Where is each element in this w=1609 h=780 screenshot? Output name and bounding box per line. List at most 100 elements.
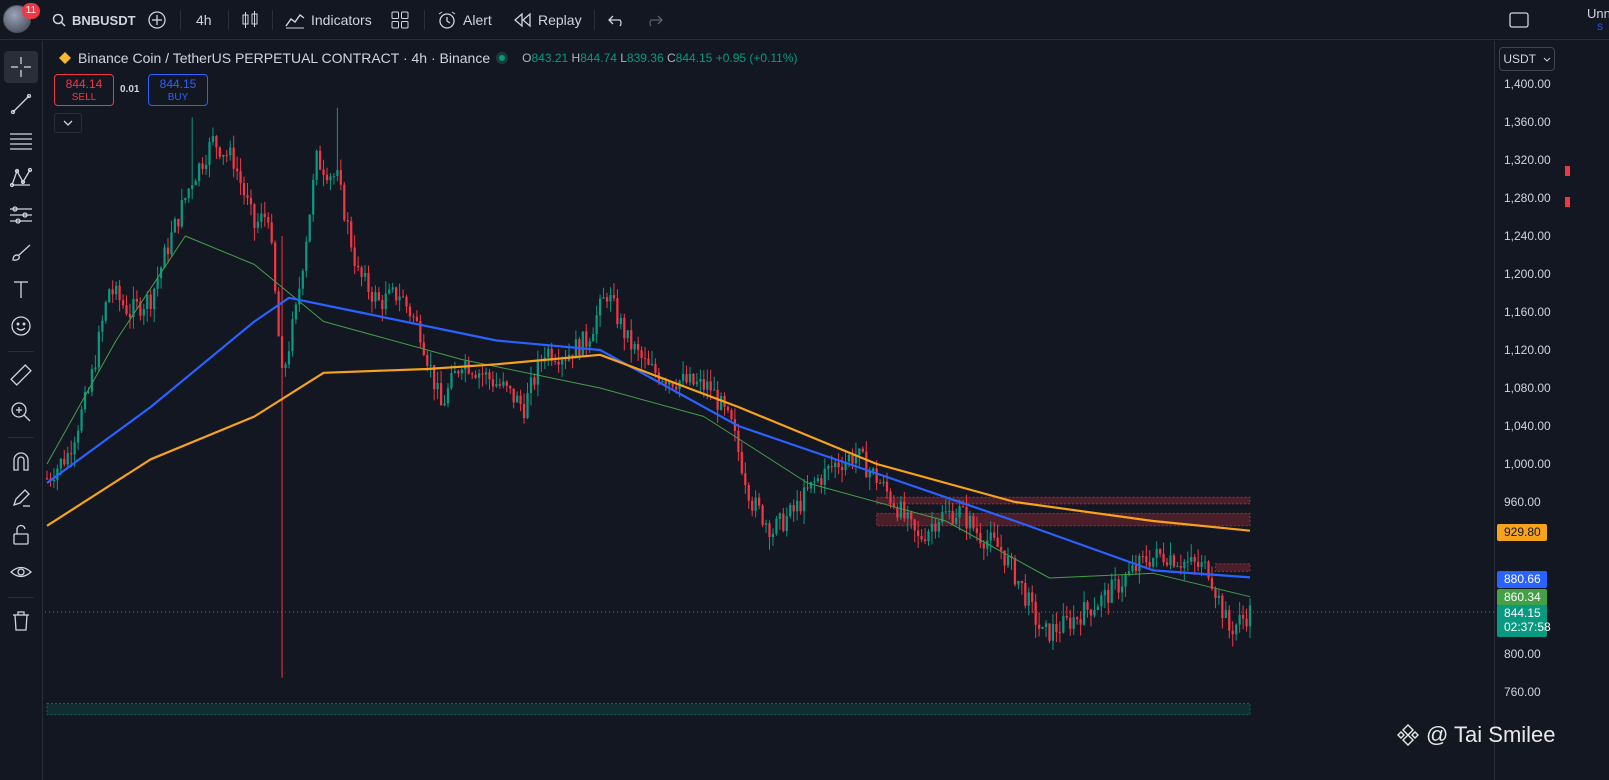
remove-drawings-tool[interactable] — [4, 605, 38, 637]
candle-body — [83, 391, 87, 410]
candle-body — [1131, 565, 1134, 572]
layouts-button[interactable] — [391, 0, 409, 40]
chart-type-button[interactable] — [241, 0, 259, 40]
candle-body — [747, 485, 750, 501]
pattern-tool[interactable] — [4, 162, 38, 194]
candle-body — [512, 388, 515, 403]
ma-mid-price-label: 880.66 — [1497, 571, 1547, 588]
emoji-tool[interactable] — [4, 310, 38, 342]
ruler-icon — [10, 364, 32, 386]
candle-body — [847, 454, 851, 462]
candle-body — [370, 291, 374, 302]
candle-body — [1062, 615, 1065, 633]
replay-button[interactable]: Replay — [514, 0, 582, 40]
candle-body — [844, 461, 847, 470]
candle-body — [1114, 579, 1117, 581]
candle-body — [726, 406, 730, 411]
candle-body — [1169, 555, 1172, 566]
candle-body — [73, 442, 76, 455]
candle-body — [851, 454, 854, 464]
compare-symbol-button[interactable] — [147, 0, 167, 40]
candle-body — [681, 373, 685, 381]
last-price-value: 844.15 — [1504, 606, 1541, 620]
candle-body — [97, 331, 100, 368]
candle-body — [878, 483, 882, 485]
candle-body — [1245, 618, 1248, 627]
candle-body — [135, 298, 139, 302]
candle-body — [66, 453, 69, 465]
bnb-logo-icon — [59, 52, 71, 64]
currency-select[interactable]: USDT — [1499, 47, 1555, 71]
candle-body — [360, 267, 363, 277]
alert-label: Alert — [463, 12, 492, 28]
undo-button[interactable] — [608, 0, 626, 40]
price-axis[interactable] — [1494, 41, 1556, 780]
trash-icon — [13, 611, 29, 631]
candle-body — [1210, 578, 1214, 590]
hide-drawings-tool[interactable] — [4, 556, 38, 588]
candle-body — [1089, 609, 1093, 616]
order-quantity[interactable]: 0.01 — [120, 84, 140, 95]
candle-body — [861, 448, 864, 452]
sell-button[interactable]: 844.14 SELL — [54, 74, 114, 106]
horizontal-lines-icon — [10, 133, 32, 150]
chart-pane[interactable] — [45, 41, 1494, 780]
candle-body — [263, 213, 266, 218]
candle-body — [1155, 549, 1158, 558]
text-tool[interactable] — [4, 273, 38, 305]
candle-body — [1127, 571, 1131, 576]
candle-body — [564, 359, 567, 361]
candle-body — [108, 289, 111, 303]
market-status-icon[interactable] — [496, 52, 509, 64]
candle-body — [588, 341, 591, 347]
brush-tool[interactable] — [4, 236, 38, 268]
candle-body — [1079, 619, 1082, 625]
candle-body — [484, 372, 488, 375]
indicators-button[interactable]: Indicators — [285, 0, 372, 40]
candle-body — [1235, 624, 1238, 635]
replay-label: Replay — [538, 12, 582, 28]
price-tick: 1,400.00 — [1504, 77, 1551, 91]
legend-title[interactable]: Binance Coin / TetherUS PERPETUAL CONTRA… — [78, 50, 491, 66]
candle-body — [63, 458, 66, 465]
magnet-tool[interactable] — [4, 445, 38, 477]
legend-collapse-button[interactable] — [54, 113, 82, 133]
alert-button[interactable]: Alert — [437, 0, 492, 40]
layout-name[interactable]: Unna — [1587, 6, 1609, 21]
candle-body — [875, 468, 878, 484]
redo-button[interactable] — [645, 0, 663, 40]
candle-body — [197, 163, 201, 181]
measure-tool[interactable] — [4, 359, 38, 391]
symbol-search[interactable]: BNBUSDT — [52, 0, 136, 40]
candle-body — [685, 373, 688, 383]
candle-body — [1017, 580, 1020, 585]
prediction-tool[interactable] — [4, 199, 38, 231]
candle-body — [242, 183, 246, 196]
candle-body — [885, 481, 889, 492]
candle-body — [59, 458, 62, 469]
candles-icon — [242, 11, 258, 28]
candle-body — [785, 516, 788, 531]
fib-tool[interactable] — [4, 125, 38, 157]
candle-body — [232, 147, 235, 169]
zoom-tool[interactable] — [4, 396, 38, 428]
crosshair-tool[interactable] — [4, 51, 38, 83]
candle-body — [170, 232, 173, 255]
price-chart[interactable] — [45, 41, 1494, 780]
lock-drawings-tool[interactable] — [4, 519, 38, 551]
candle-body — [412, 316, 415, 318]
candle-body — [934, 523, 937, 532]
trend-line-tool[interactable] — [4, 88, 38, 120]
interval-label: 4h — [196, 12, 212, 28]
candle-body — [70, 453, 73, 455]
buy-button[interactable]: 844.15 BUY — [148, 74, 208, 106]
fullscreen-button[interactable] — [1509, 0, 1529, 40]
candle-body — [156, 278, 159, 289]
candle-body — [557, 361, 560, 365]
candle-body — [799, 500, 802, 512]
stay-drawing-tool[interactable] — [4, 482, 38, 514]
price-tick: 1,000.00 — [1504, 457, 1551, 471]
interval-button[interactable]: 4h — [196, 0, 212, 40]
candle-body — [253, 204, 256, 228]
candle-body — [948, 510, 951, 512]
